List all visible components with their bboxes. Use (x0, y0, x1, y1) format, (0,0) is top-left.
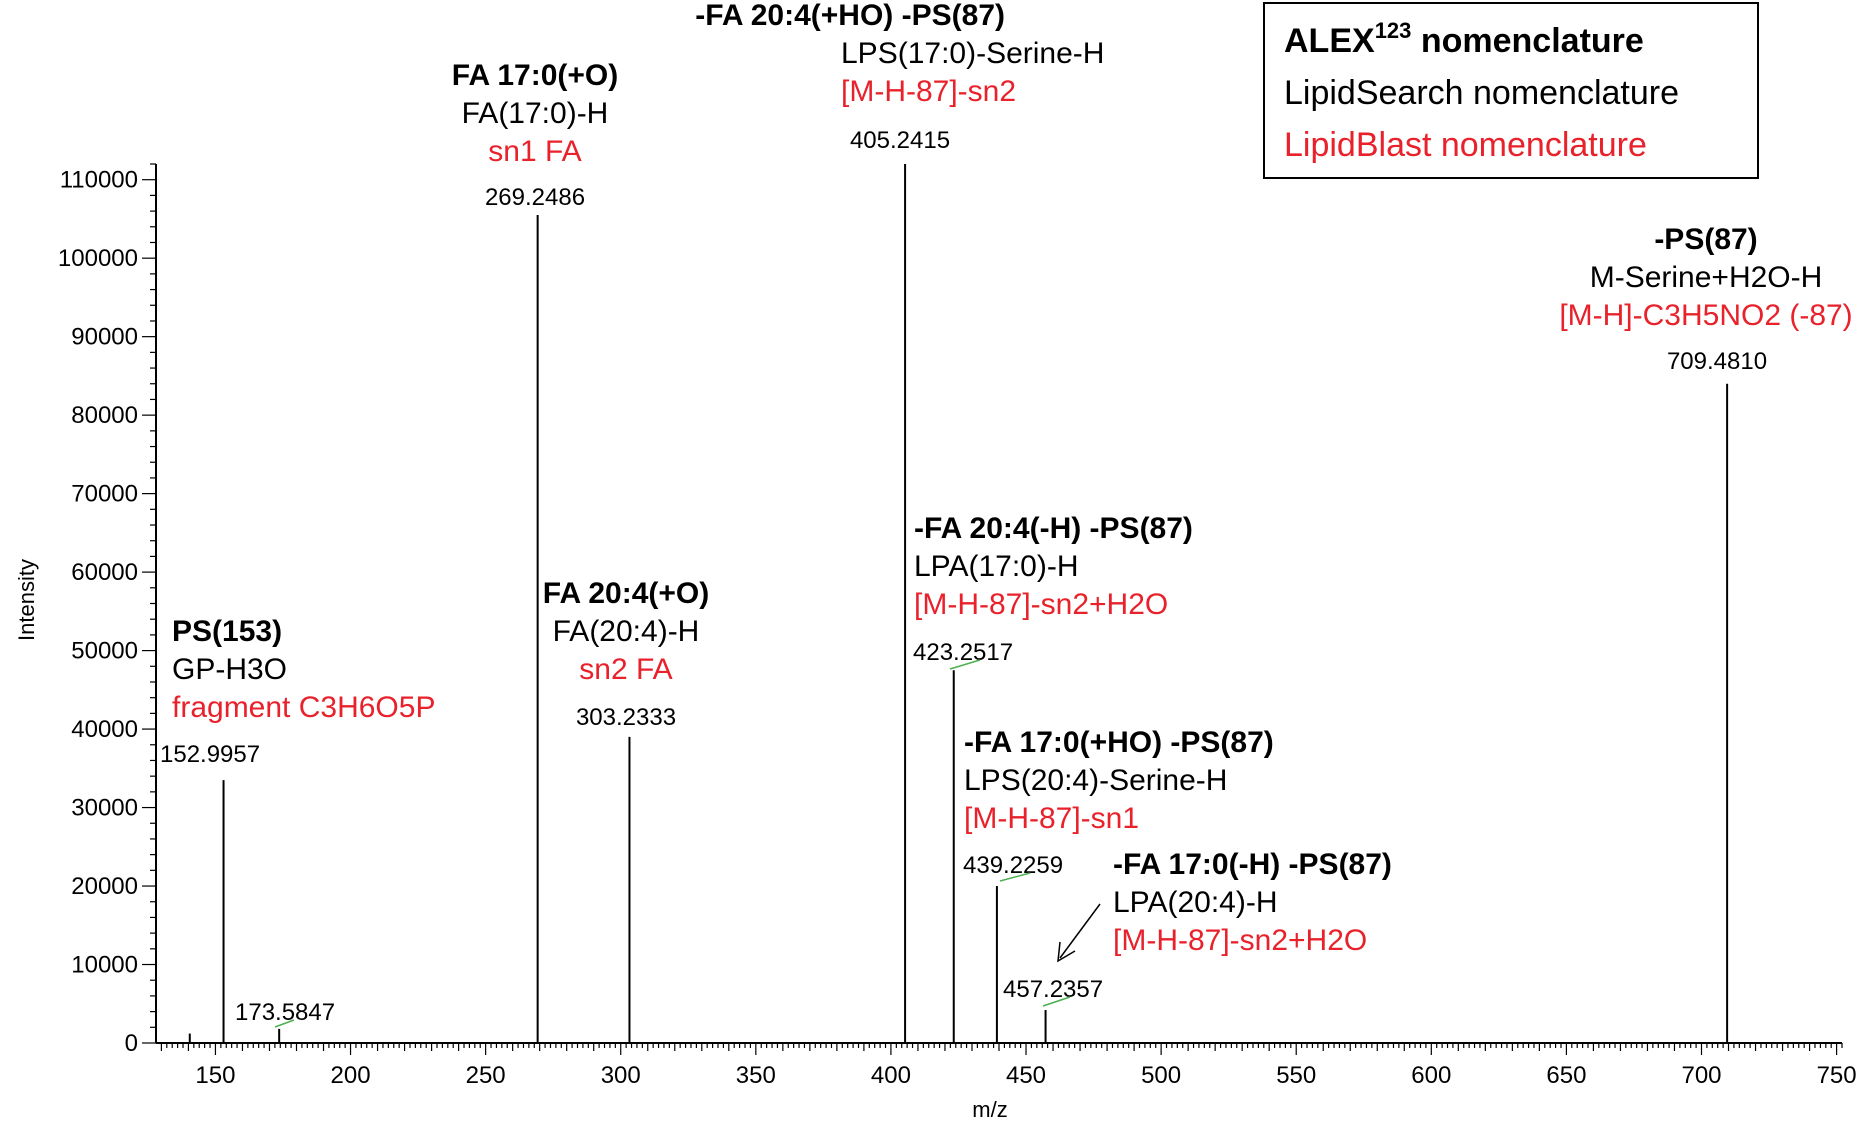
peak-lipidblast-label: sn2 FA (579, 653, 672, 686)
legend-lipidblast: LipidBlast nomenclature (1284, 126, 1647, 164)
peak-mz-label: 439.2259 (963, 852, 1063, 879)
y-tick-label: 70000 (71, 481, 138, 508)
x-tick-label: 550 (1276, 1062, 1316, 1089)
axes: 150 200 250 300 350 400 450 500 550 600 650 700 750 0… (58, 163, 1857, 1089)
x-tick-label: 450 (1006, 1062, 1046, 1089)
x-axis-label: m/z (972, 1097, 1007, 1122)
peak-leader-line (274, 1019, 295, 1028)
peak-mz-label: 423.2517 (913, 639, 1013, 666)
peak-mz-label: 303.2333 (576, 704, 676, 731)
y-tick-label: 20000 (71, 873, 138, 900)
x-tick-label: 350 (736, 1062, 776, 1089)
peak-mz-label: 173.5847 (235, 999, 335, 1026)
peak-alex-label: -PS(87) (1654, 223, 1757, 256)
y-tick-label: 90000 (71, 324, 138, 351)
peak-leader-line (949, 659, 981, 670)
legend-lipidsearch: LipidSearch nomenclature (1284, 74, 1679, 112)
y-tick-label: 50000 (71, 638, 138, 665)
peak-alex-label: -FA 20:4(-H) -PS(87) (914, 512, 1193, 545)
peak-leader-line (999, 872, 1031, 882)
peak-alex-label: FA 20:4(+O) (543, 577, 709, 610)
peak-lipidsearch-label: M-Serine+H2O-H (1590, 261, 1823, 294)
annotation-arrow-head (1057, 941, 1076, 963)
peak-lipidsearch-label: FA(17:0)-H (462, 97, 609, 130)
y-tick-label: 10000 (71, 952, 138, 979)
x-tick-label: 200 (331, 1062, 371, 1089)
peak-lipidblast-label: [M-H-87]-sn2+H2O (914, 588, 1168, 621)
y-tick-label: 30000 (71, 795, 138, 822)
peak-labels: PS(153) GP-H3O fragment C3H6O5P 152.9957 173… (160, 0, 1853, 1028)
peak-mz-label: 457.2357 (1003, 976, 1103, 1003)
x-tick-label: 250 (466, 1062, 506, 1089)
peak-alex-label: FA 17:0(+O) (452, 59, 618, 92)
legend-alex: ALEX123 nomenclature (1284, 18, 1644, 60)
peaks (188, 164, 1729, 1043)
x-tick-label: 150 (195, 1062, 235, 1089)
peak-alex-label: -FA 20:4(+HO) -PS(87) (695, 0, 1005, 32)
peak-mz-label: 405.2415 (850, 127, 950, 154)
peak-lipidblast-label: [M-H-87]-sn1 (964, 802, 1139, 835)
x-tick-label: 700 (1681, 1062, 1721, 1089)
peak-lipidblast-label: [M-H-87]-sn2+H2O (1113, 924, 1367, 957)
x-tick-label: 600 (1411, 1062, 1451, 1089)
peak-lipidblast-label: sn1 FA (488, 135, 581, 168)
x-tick-label: 300 (601, 1062, 641, 1089)
x-tick-label: 400 (871, 1062, 911, 1089)
y-axis-label: Intensity (14, 559, 39, 641)
y-tick-label: 100000 (58, 245, 138, 272)
annotation-arrow-line (1059, 903, 1101, 959)
legend-box (1263, 2, 1759, 179)
peak-lipidsearch-label: LPA(17:0)-H (914, 550, 1079, 583)
peak-leader-line (1042, 996, 1071, 1007)
peak-alex-label: -FA 17:0(+HO) -PS(87) (964, 726, 1274, 759)
peak-mz-label: 709.4810 (1667, 348, 1767, 375)
y-tick-label: 40000 (71, 716, 138, 743)
peak-mz-label: 152.9957 (160, 741, 260, 768)
peak-lipidblast-label: [M-H]-C3H5NO2 (-87) (1559, 299, 1852, 332)
x-tick-label: 500 (1141, 1062, 1181, 1089)
y-tick-label: 110000 (60, 167, 138, 194)
peak-lipidsearch-label: LPA(20:4)-H (1113, 886, 1278, 919)
peak-lipidsearch-label: GP-H3O (172, 653, 287, 686)
y-tick-label: 0 (125, 1030, 138, 1057)
peak-alex-label: PS(153) (172, 615, 282, 648)
y-tick-label: 60000 (71, 559, 138, 586)
peak-lipidsearch-label: LPS(20:4)-Serine-H (964, 764, 1227, 797)
x-tick-label: 650 (1546, 1062, 1586, 1089)
peak-alex-label: -FA 17:0(-H) -PS(87) (1113, 848, 1392, 881)
peak-lipidblast-label: fragment C3H6O5P (172, 691, 435, 724)
x-tick-label: 750 (1817, 1062, 1857, 1089)
peak-lipidblast-label: [M-H-87]-sn2 (841, 75, 1016, 108)
peak-lipidsearch-label: FA(20:4)-H (553, 615, 700, 648)
y-tick-label: 80000 (71, 402, 138, 429)
peak-mz-label: 269.2486 (485, 184, 585, 211)
peak-lipidsearch-label: LPS(17:0)-Serine-H (841, 37, 1104, 70)
legend: ALEX123 nomenclature LipidSearch nomencl… (1263, 2, 1759, 179)
